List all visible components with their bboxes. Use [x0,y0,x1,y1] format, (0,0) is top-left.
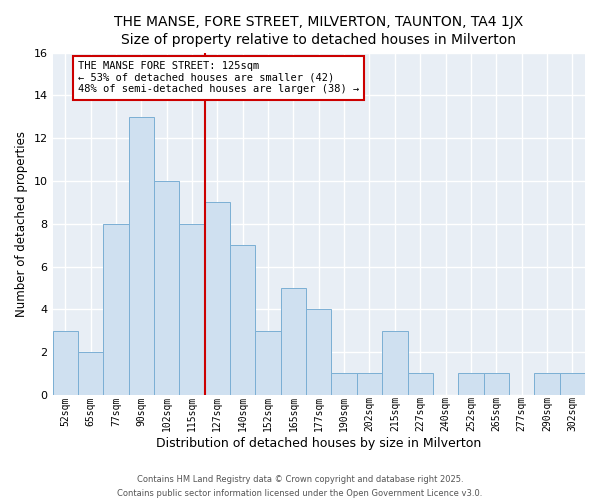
Bar [560,374,585,395]
Title: THE MANSE, FORE STREET, MILVERTON, TAUNTON, TA4 1JX
Size of property relative to: THE MANSE, FORE STREET, MILVERTON, TAUNT… [114,15,523,48]
Bar [179,224,205,395]
Bar [331,374,357,395]
X-axis label: Distribution of detached houses by size in Milverton: Distribution of detached houses by size … [156,437,481,450]
Bar [53,330,78,395]
Bar [230,245,256,395]
Text: THE MANSE FORE STREET: 125sqm
← 53% of detached houses are smaller (42)
48% of s: THE MANSE FORE STREET: 125sqm ← 53% of d… [78,62,359,94]
Bar [128,117,154,395]
Bar [484,374,509,395]
Bar [458,374,484,395]
Bar [281,288,306,395]
Bar [154,181,179,395]
Bar [382,330,407,395]
Bar [407,374,433,395]
Bar [306,310,331,395]
Y-axis label: Number of detached properties: Number of detached properties [15,131,28,317]
Text: Contains HM Land Registry data © Crown copyright and database right 2025.
Contai: Contains HM Land Registry data © Crown c… [118,476,482,498]
Bar [78,352,103,395]
Bar [357,374,382,395]
Bar [534,374,560,395]
Bar [205,202,230,395]
Bar [103,224,128,395]
Bar [256,330,281,395]
